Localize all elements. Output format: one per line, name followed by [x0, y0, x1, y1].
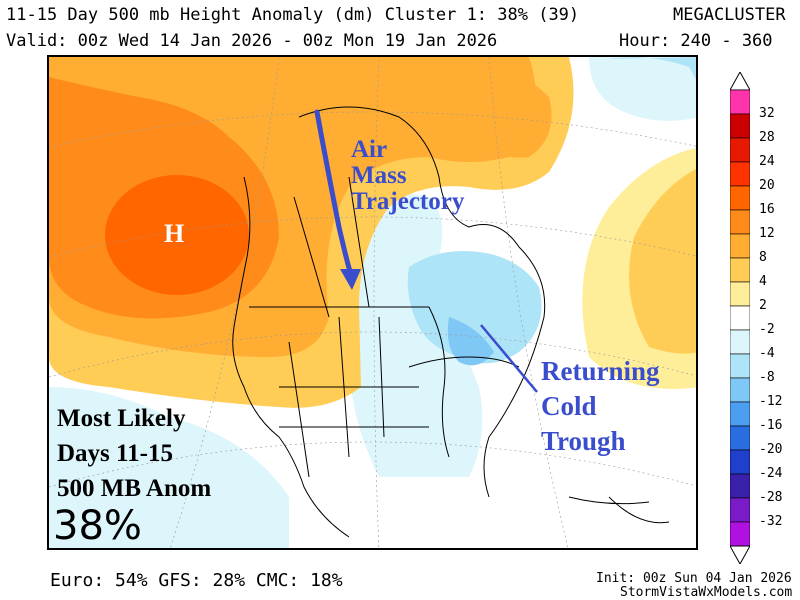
- colorbar-segment: [730, 209, 750, 235]
- colorbar-label: -12: [759, 394, 783, 409]
- colorbar-label: -8: [759, 370, 775, 385]
- colorbar-segment: [730, 257, 750, 283]
- colorbar-segment: [730, 329, 750, 355]
- colorbar-segment: [730, 233, 750, 259]
- anomaly-map: H Air Mass Trajectory Returning Cold Tro…: [47, 55, 698, 550]
- colorbar-label: 8: [759, 250, 767, 265]
- summary-annotation: Most Likely Days 11-15 500 MB Anom: [57, 401, 211, 506]
- air-mass-line-2: Mass: [351, 162, 407, 189]
- colorbar-label: 28: [759, 130, 775, 145]
- summary-line-2: Days 11-15: [57, 440, 173, 467]
- forecast-hours: Hour: 240 - 360: [619, 31, 773, 51]
- colorbar-segment: [730, 305, 750, 331]
- air-mass-line-3: Trajectory: [351, 188, 465, 215]
- colorbar-segment: [730, 449, 750, 475]
- summary-line-3: 500 MB Anom: [57, 475, 212, 502]
- colorbar-top-arrow: [730, 72, 750, 91]
- air-mass-line-1: Air: [351, 136, 388, 163]
- colorbar-label: 32: [759, 106, 775, 121]
- colorbar-label: -20: [759, 442, 783, 457]
- site-credit: StormVistaWxModels.com: [620, 585, 793, 600]
- colorbar-bottom-arrow: [730, 545, 750, 564]
- high-pressure-label: H: [164, 219, 185, 248]
- colorbar-segment: [730, 137, 750, 163]
- colorbar-segment: [730, 425, 750, 451]
- colorbar-segment: [730, 185, 750, 211]
- trajectory-arrow: [314, 109, 354, 278]
- colorbar-segment: [730, 353, 750, 379]
- trough-line-1: Returning: [541, 356, 660, 386]
- cluster-percent: 38%: [53, 503, 142, 549]
- colorbar-segment: [730, 521, 750, 547]
- colorbar-segment: [730, 401, 750, 427]
- colorbar-label: 24: [759, 154, 775, 169]
- colorbar-label: 20: [759, 178, 775, 193]
- chart-title: 11-15 Day 500 mb Height Anomaly (dm) Clu…: [6, 5, 580, 25]
- anomaly-field: [49, 57, 696, 548]
- colorbar-segment: [730, 113, 750, 139]
- colorbar-label: -28: [759, 490, 783, 505]
- trough-line-2: Cold: [541, 391, 597, 421]
- colorbar-segment: [730, 161, 750, 187]
- colorbar-label: 12: [759, 226, 775, 241]
- colorbar-label: 4: [759, 274, 767, 289]
- init-time: Init: 00z Sun 04 Jan 2026: [596, 571, 792, 586]
- colorbar: [730, 72, 750, 564]
- valid-period: Valid: 00z Wed 14 Jan 2026 - 00z Mon 19 …: [6, 31, 498, 51]
- colorbar-segment: [730, 497, 750, 523]
- colorbar-label: -16: [759, 418, 783, 433]
- air-mass-annotation: Air Mass Trajectory: [351, 137, 464, 215]
- colorbar-label: -4: [759, 346, 775, 361]
- colorbar-label: 2: [759, 298, 767, 313]
- colorbar-label: 16: [759, 202, 775, 217]
- trough-line-3: Trough: [541, 426, 626, 456]
- summary-line-1: Most Likely: [57, 405, 186, 432]
- colorbar-segment: [730, 89, 750, 115]
- trough-annotation: Returning Cold Trough: [541, 354, 660, 459]
- colorbar-segment: [730, 281, 750, 307]
- colorbar-segment: [730, 377, 750, 403]
- colorbar-label: -32: [759, 514, 783, 529]
- colorbar-segment: [730, 473, 750, 499]
- model-weights: Euro: 54% GFS: 28% CMC: 18%: [50, 570, 343, 591]
- colorbar-label: -2: [759, 322, 775, 337]
- brand-label: MEGACLUSTER: [673, 5, 786, 25]
- colorbar-label: -24: [759, 466, 783, 481]
